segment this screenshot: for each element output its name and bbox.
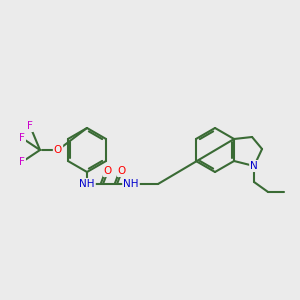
Text: F: F <box>19 157 25 167</box>
Text: NH: NH <box>79 179 95 189</box>
Text: O: O <box>54 145 62 155</box>
Text: N: N <box>250 161 258 171</box>
Text: F: F <box>27 121 33 131</box>
Text: F: F <box>19 133 25 143</box>
Text: NH: NH <box>123 179 139 189</box>
Text: O: O <box>104 166 112 176</box>
Text: O: O <box>118 166 126 176</box>
